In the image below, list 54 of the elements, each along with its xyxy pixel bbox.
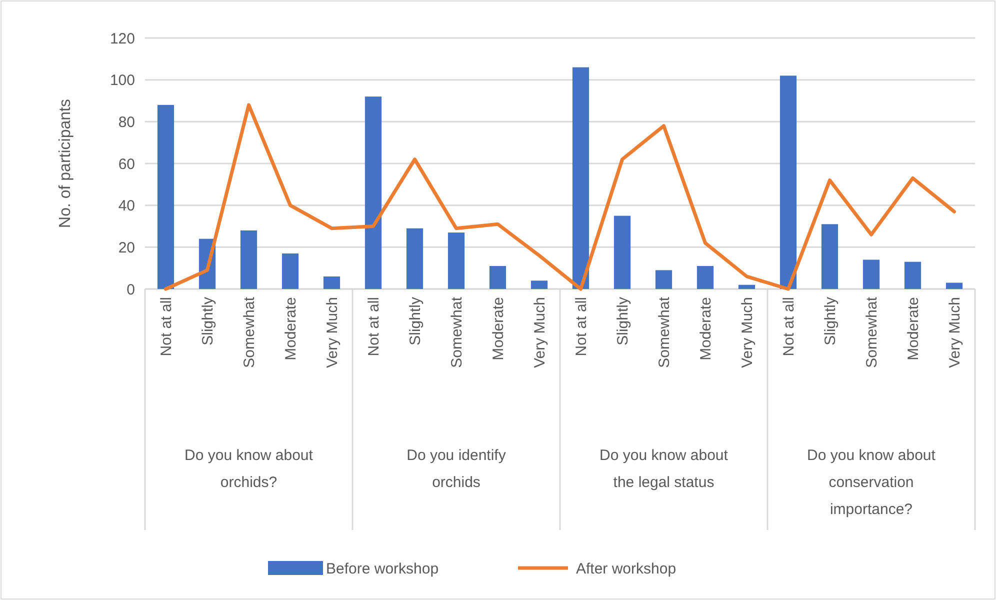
y-tick-label: 100 — [110, 72, 135, 90]
bar — [614, 216, 631, 289]
x-tick-label: Very Much — [739, 297, 756, 368]
x-tick-label: Slightly — [614, 296, 632, 346]
bar — [364, 96, 382, 289]
x-tick-label: Somewhat — [656, 296, 673, 368]
legend-label: After workshop — [576, 560, 676, 578]
x-tick-label: Slightly — [822, 296, 839, 346]
x-tick-label: Somewhat — [448, 296, 466, 368]
y-tick-label: 40 — [118, 198, 135, 215]
bar — [282, 253, 299, 289]
x-tick-label: Not at all — [366, 297, 382, 356]
bar — [821, 224, 838, 289]
x-tick-label: Moderate — [698, 297, 714, 360]
bar — [530, 280, 548, 289]
bar — [489, 266, 506, 289]
bar — [448, 232, 465, 289]
y-tick-label: 120 — [110, 30, 135, 48]
x-tick-label: Very Much — [532, 297, 548, 368]
x-tick-label: Very Much — [946, 297, 964, 368]
x-tick-label: Not at all — [573, 297, 590, 356]
y-axis-title: No. of participants — [57, 99, 74, 228]
y-tick-label: 80 — [118, 114, 135, 131]
text: Do you identify orchids — [406, 447, 506, 491]
bar — [655, 270, 672, 289]
x-tick-label: Not at all — [158, 297, 175, 356]
legend-label: Before workshop — [326, 560, 439, 578]
bar — [157, 104, 174, 289]
x-tick-label: Not at all — [780, 297, 798, 356]
bar — [696, 266, 714, 289]
line-series — [164, 103, 956, 291]
text: Do you know about orchids? — [184, 447, 314, 491]
bar — [946, 282, 963, 289]
y-tick-label: 20 — [118, 239, 135, 256]
bar — [738, 284, 756, 289]
x-tick-label: Slightly — [407, 296, 424, 346]
x-tick-label: Moderate — [905, 297, 922, 360]
x-tick-label: Moderate — [282, 297, 300, 360]
y-tick-label: 0 — [126, 281, 135, 298]
bar — [406, 228, 424, 289]
bar — [904, 262, 922, 289]
bar — [323, 276, 340, 289]
x-tick-label: Very Much — [324, 297, 341, 368]
bar — [240, 230, 258, 289]
x-tick-label: Moderate — [490, 297, 507, 360]
y-tick-label: 60 — [118, 156, 135, 173]
bar — [572, 67, 590, 289]
bar — [780, 76, 797, 289]
x-tick-label: Somewhat — [864, 296, 880, 368]
text: Do you know about conservation importance? — [807, 447, 936, 518]
text: Do you know about the legal status — [600, 447, 729, 491]
bar — [862, 260, 880, 289]
x-tick-label: Somewhat — [241, 296, 258, 368]
x-tick-label: Slightly — [200, 296, 216, 346]
